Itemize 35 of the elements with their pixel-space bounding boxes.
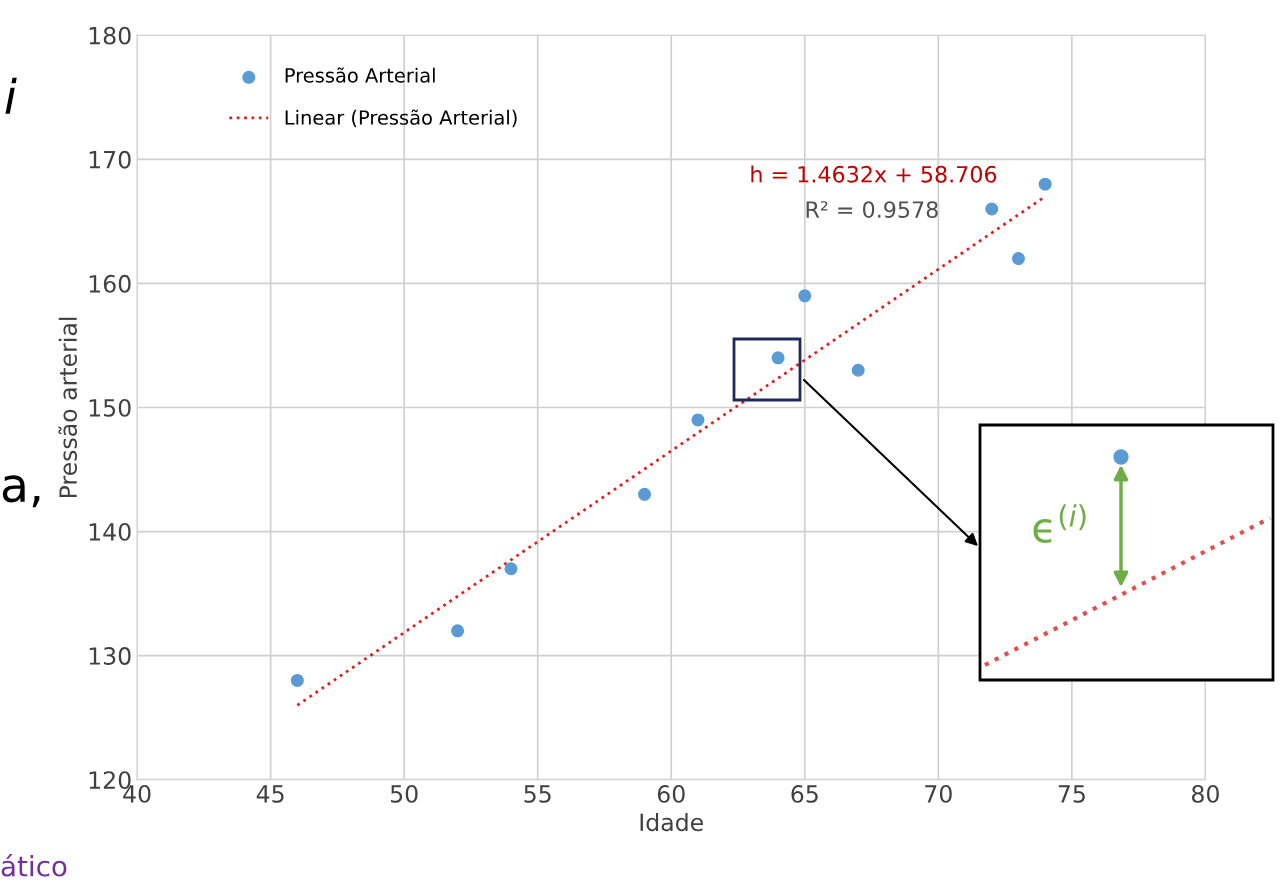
y-tick-label: 130 [89, 647, 131, 665]
point [851, 363, 865, 377]
text: ático [1, 854, 67, 877]
point [691, 413, 705, 427]
legend-label: Linear (Pressão Arterial) [285, 109, 517, 128]
y-tick-label: 140 [89, 523, 131, 541]
annotation: R² = 0.9578 [806, 201, 938, 218]
point [638, 487, 652, 501]
point [504, 562, 518, 576]
point [451, 624, 465, 638]
y-tick-label: 160 [89, 274, 131, 293]
x-tick-label: 45 [256, 785, 284, 803]
point [798, 289, 812, 303]
legend-label: Pressão Arterial [285, 67, 435, 83]
y-tick-label: 180 [89, 26, 131, 45]
point [771, 351, 785, 365]
point [1011, 252, 1025, 266]
x-tick-label: 60 [657, 784, 685, 803]
x-tick-label: 80 [1192, 784, 1219, 803]
point [1038, 177, 1052, 191]
y-tick-label: 150 [89, 398, 131, 417]
text: i [5, 77, 17, 114]
point [290, 673, 304, 687]
y-tick-label: 170 [89, 150, 131, 169]
x-tick-label: 55 [524, 785, 551, 803]
y-axis-title: Pressão arterial [58, 317, 78, 498]
x-tick-label: 65 [791, 784, 818, 803]
annotation: h = 1.4632x + 58.706 [751, 165, 997, 183]
x-tick-label: 50 [390, 784, 418, 803]
point [985, 202, 999, 216]
annotation: ϵ$^{(i)}$ [1033, 504, 1086, 543]
text: a, [2, 475, 40, 508]
x-axis-title: Idade [640, 812, 703, 832]
x-tick-label: 70 [925, 784, 952, 803]
x-tick-label: 75 [1058, 785, 1085, 803]
